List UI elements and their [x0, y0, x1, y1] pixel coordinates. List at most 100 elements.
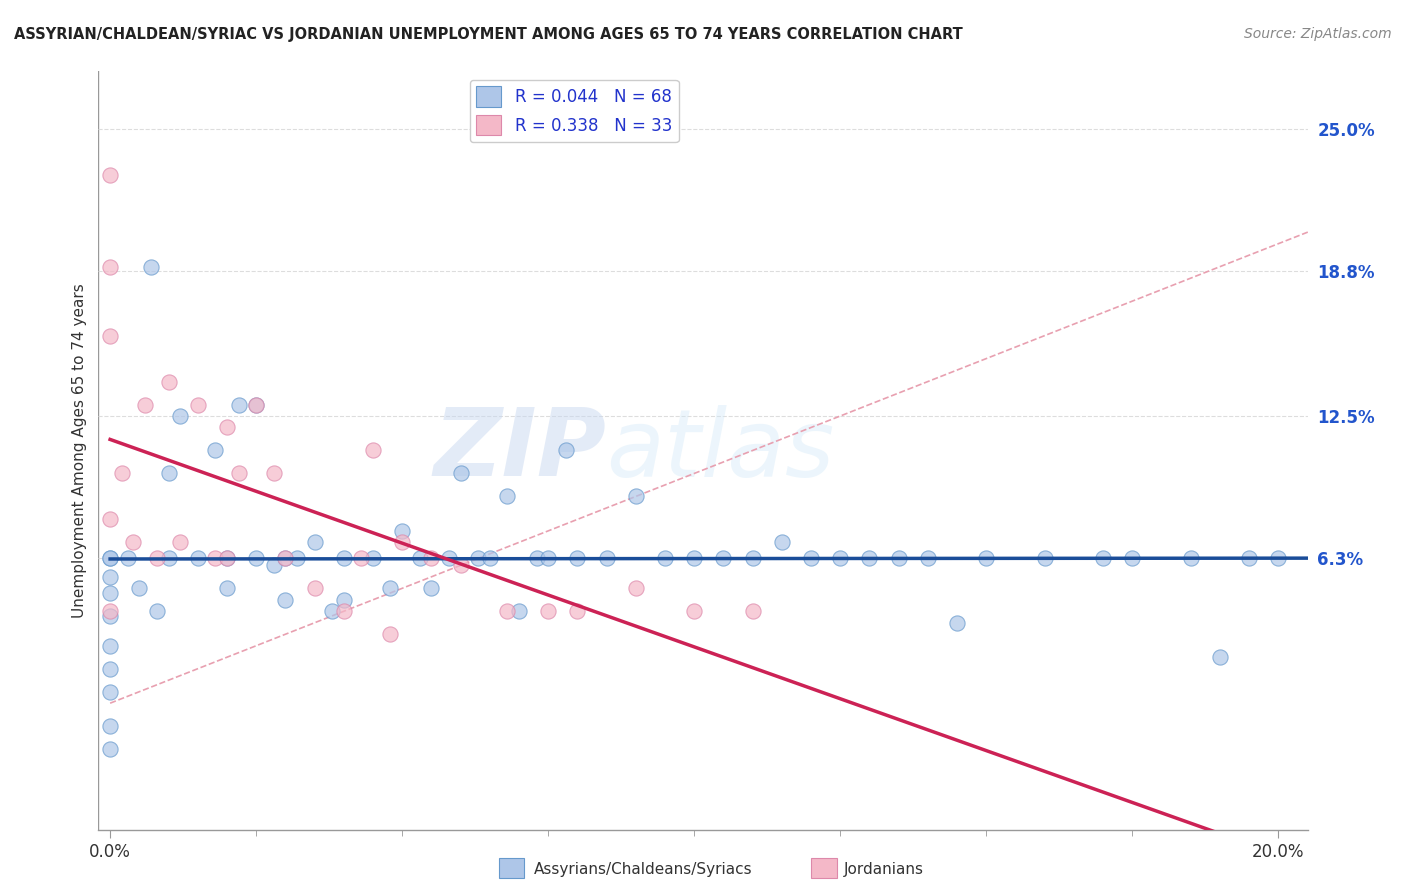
Point	[830, 551, 852, 566]
Point	[187, 551, 209, 566]
Point	[215, 420, 238, 434]
Point	[245, 397, 267, 411]
Point	[274, 551, 297, 566]
Point	[128, 582, 150, 596]
Point	[117, 551, 139, 566]
Point	[946, 615, 969, 630]
Point	[380, 582, 402, 596]
Point	[437, 551, 460, 566]
Point	[450, 558, 472, 573]
Point	[157, 467, 180, 481]
Point	[98, 719, 121, 733]
Point	[204, 551, 226, 566]
Point	[467, 551, 489, 566]
Point	[139, 260, 162, 274]
Point	[98, 551, 121, 566]
Text: Assyrians/Chaldeans/Syriacs: Assyrians/Chaldeans/Syriacs	[534, 863, 752, 877]
Point	[204, 443, 226, 458]
Point	[741, 551, 763, 566]
Point	[274, 551, 297, 566]
Point	[741, 604, 763, 618]
Point	[332, 604, 354, 618]
Point	[263, 558, 285, 573]
Point	[169, 535, 191, 549]
Point	[98, 639, 121, 653]
Text: ZIP: ZIP	[433, 404, 606, 497]
Point	[263, 467, 285, 481]
Point	[98, 260, 121, 274]
Point	[974, 551, 997, 566]
Point	[800, 551, 823, 566]
Point	[917, 551, 939, 566]
Point	[169, 409, 191, 423]
Point	[98, 512, 121, 526]
Point	[98, 604, 121, 618]
Point	[380, 627, 402, 641]
Point	[496, 490, 519, 504]
Point	[285, 551, 308, 566]
Text: Source: ZipAtlas.com: Source: ZipAtlas.com	[1244, 27, 1392, 41]
Point	[98, 742, 121, 756]
Point	[134, 397, 156, 411]
Point	[450, 467, 472, 481]
Point	[508, 604, 530, 618]
Point	[98, 168, 121, 182]
Point	[567, 551, 589, 566]
Point	[361, 551, 384, 566]
Point	[98, 586, 121, 600]
Point	[146, 604, 169, 618]
Point	[391, 535, 413, 549]
Point	[98, 608, 121, 623]
Point	[420, 582, 443, 596]
Point	[1267, 551, 1289, 566]
Point	[332, 551, 354, 566]
Point	[554, 443, 576, 458]
Point	[713, 551, 735, 566]
Point	[215, 551, 238, 566]
Point	[1092, 551, 1115, 566]
Point	[332, 592, 354, 607]
Point	[111, 467, 134, 481]
Legend: R = 0.044   N = 68, R = 0.338   N = 33: R = 0.044 N = 68, R = 0.338 N = 33	[470, 79, 679, 142]
Point	[157, 375, 180, 389]
Point	[245, 397, 267, 411]
Point	[409, 551, 432, 566]
Point	[215, 551, 238, 566]
Point	[304, 582, 326, 596]
Point	[98, 684, 121, 698]
Point	[98, 328, 121, 343]
Point	[187, 397, 209, 411]
Point	[683, 551, 706, 566]
Point	[567, 604, 589, 618]
Point	[157, 551, 180, 566]
Point	[624, 490, 647, 504]
Text: atlas: atlas	[606, 405, 835, 496]
Point	[858, 551, 880, 566]
Point	[361, 443, 384, 458]
Point	[98, 551, 121, 566]
Point	[595, 551, 617, 566]
Point	[537, 551, 560, 566]
Point	[304, 535, 326, 549]
Point	[98, 570, 121, 584]
Y-axis label: Unemployment Among Ages 65 to 74 years: Unemployment Among Ages 65 to 74 years	[72, 283, 87, 618]
Point	[1033, 551, 1056, 566]
Point	[391, 524, 413, 538]
Point	[1180, 551, 1202, 566]
Point	[1237, 551, 1260, 566]
Point	[526, 551, 548, 566]
Point	[98, 662, 121, 676]
Point	[683, 604, 706, 618]
Point	[274, 592, 297, 607]
Text: ASSYRIAN/CHALDEAN/SYRIAC VS JORDANIAN UNEMPLOYMENT AMONG AGES 65 TO 74 YEARS COR: ASSYRIAN/CHALDEAN/SYRIAC VS JORDANIAN UN…	[14, 27, 963, 42]
Point	[1209, 650, 1232, 665]
Point	[1121, 551, 1143, 566]
Point	[245, 551, 267, 566]
Point	[496, 604, 519, 618]
Point	[478, 551, 501, 566]
Point	[624, 582, 647, 596]
Point	[228, 467, 250, 481]
Point	[228, 397, 250, 411]
Point	[350, 551, 373, 566]
Point	[887, 551, 910, 566]
